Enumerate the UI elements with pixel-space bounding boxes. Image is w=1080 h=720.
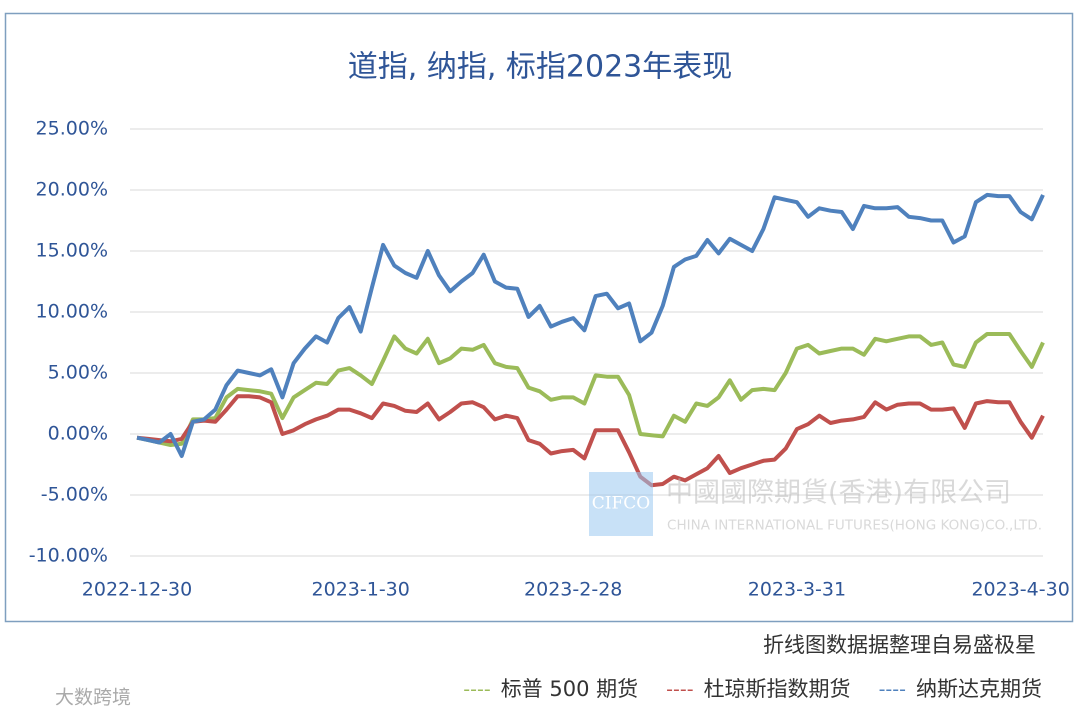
watermark: CIFCO 中國國際期貨(香港)有限公司 CHINA INTERNATIONAL… bbox=[589, 472, 1042, 536]
watermark-text: 中國國際期貨(香港)有限公司 bbox=[666, 478, 1011, 509]
watermark-logo bbox=[589, 472, 653, 536]
watermark-text: CIFCO bbox=[592, 494, 650, 514]
y-tick-label: 20.00% bbox=[36, 179, 108, 201]
watermark-text: 大数跨境 bbox=[55, 687, 131, 709]
y-tick-label: 15.00% bbox=[36, 240, 108, 262]
legend-marker: ---- bbox=[879, 679, 906, 701]
y-tick-label: 10.00% bbox=[36, 301, 108, 323]
x-tick-label: 2023-4-30 bbox=[971, 579, 1069, 601]
legend-label: 杜琼斯指数期货 bbox=[704, 677, 851, 701]
chart-title: 道指, 纳指, 标指2023年表现 bbox=[348, 50, 733, 85]
y-tick-label: 5.00% bbox=[48, 362, 108, 384]
legend-marker: ---- bbox=[463, 679, 490, 701]
x-tick-label: 2023-1-30 bbox=[312, 579, 410, 601]
line-series bbox=[136, 192, 1045, 458]
line-series bbox=[136, 332, 1045, 447]
source-note: 折线图数据据整理自易盛极星 bbox=[763, 633, 1036, 657]
watermark-text: CHINA INTERNATIONAL FUTURES(HONG KONG)CO… bbox=[667, 519, 1042, 534]
legend-label: 标普 500 期货 bbox=[501, 677, 638, 701]
line-series bbox=[136, 394, 1045, 488]
x-tick-label: 2022-12-30 bbox=[82, 579, 192, 601]
legend-marker: ---- bbox=[666, 679, 693, 701]
x-tick-label: 2023-3-31 bbox=[748, 579, 846, 601]
chart-frame bbox=[4, 12, 1074, 623]
legend-label: 纳斯达克期货 bbox=[916, 677, 1042, 701]
y-tick-label: -10.00% bbox=[29, 545, 108, 567]
y-tick-label: 25.00% bbox=[36, 118, 108, 140]
y-tick-label: -5.00% bbox=[41, 484, 108, 506]
y-tick-label: 0.00% bbox=[48, 423, 108, 445]
x-tick-label: 2023-2-28 bbox=[524, 579, 622, 601]
